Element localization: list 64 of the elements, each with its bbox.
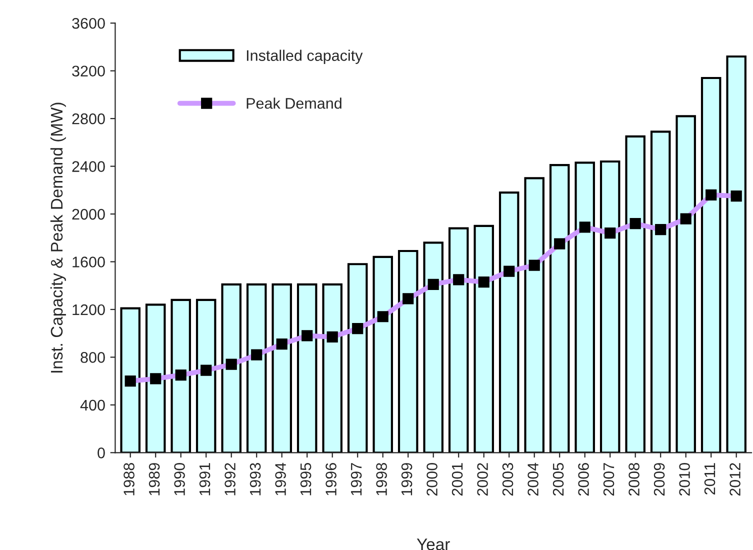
bar xyxy=(700,76,722,453)
x-tick-label: 1995 xyxy=(300,463,312,496)
bar xyxy=(574,162,595,453)
bar xyxy=(398,250,418,453)
legend-label: Peak Demand xyxy=(246,98,342,109)
bar xyxy=(726,55,746,453)
y-tick-label: 0 xyxy=(98,448,105,458)
x-tick-label: 1994 xyxy=(275,462,286,496)
x-tick-label: 1999 xyxy=(401,463,412,496)
bar xyxy=(347,263,368,453)
bar xyxy=(372,256,393,453)
bar xyxy=(221,283,242,453)
x-tick-label: 2002 xyxy=(477,463,488,496)
x-tick-label: 1989 xyxy=(148,463,160,496)
y-tick-label: 3200 xyxy=(72,66,105,77)
legend-label: Installed capacity xyxy=(246,50,363,64)
y-tick-label: 800 xyxy=(80,352,105,363)
y-tick-label: 2800 xyxy=(72,113,105,124)
bar xyxy=(246,283,267,453)
y-tick-label: 400 xyxy=(80,400,105,411)
bar xyxy=(170,298,191,453)
y-tick-label: 2400 xyxy=(72,161,105,172)
bar xyxy=(120,307,140,453)
y-tick-label: 1200 xyxy=(72,304,105,316)
bar xyxy=(296,283,318,453)
y-tick-label: 1600 xyxy=(72,256,105,268)
x-tick-label: 1992 xyxy=(224,463,236,496)
bar xyxy=(196,298,216,453)
x-tick-label: 2007 xyxy=(603,463,614,496)
x-tick-label: 2009 xyxy=(654,463,665,496)
bar xyxy=(474,224,494,453)
x-tick-label: 1998 xyxy=(376,463,387,496)
bar xyxy=(625,135,646,453)
bar xyxy=(322,283,342,453)
bar xyxy=(448,227,469,453)
y-tick-label: 2000 xyxy=(72,208,105,220)
x-tick-label: 2005 xyxy=(552,463,564,496)
y-axis-title: Inst. Capacity & Peak Demand (MW) xyxy=(50,102,66,372)
bar xyxy=(676,115,696,453)
bar xyxy=(549,164,570,453)
x-tick-label: 2010 xyxy=(679,462,690,496)
bar xyxy=(650,130,671,453)
x-tick-label: 2004 xyxy=(528,462,538,496)
x-tick-label: 1997 xyxy=(350,463,362,496)
x-tick-label: 2006 xyxy=(578,463,589,496)
x-tick-label: 1990 xyxy=(174,462,185,496)
x-axis-title: Year xyxy=(416,538,450,550)
x-tick-label: 2001 xyxy=(452,463,463,496)
bar xyxy=(498,191,520,453)
x-tick-label: 1993 xyxy=(250,463,261,496)
bar xyxy=(145,304,166,453)
x-tick-label: 2012 xyxy=(730,463,740,496)
y-tick-label: 3600 xyxy=(72,18,105,29)
x-tick-label: 2011 xyxy=(704,463,716,494)
x-tick-label: 2003 xyxy=(502,463,514,496)
bar xyxy=(423,242,444,453)
x-tick-label: 1988 xyxy=(124,463,134,496)
x-tick-label: 1996 xyxy=(326,463,336,496)
x-tick-label: 2000 xyxy=(426,462,438,496)
bar xyxy=(272,283,292,453)
x-tick-label: 2008 xyxy=(628,463,640,496)
x-tick-label: 1991 xyxy=(199,463,210,496)
bar xyxy=(524,177,544,453)
bar xyxy=(600,160,620,453)
